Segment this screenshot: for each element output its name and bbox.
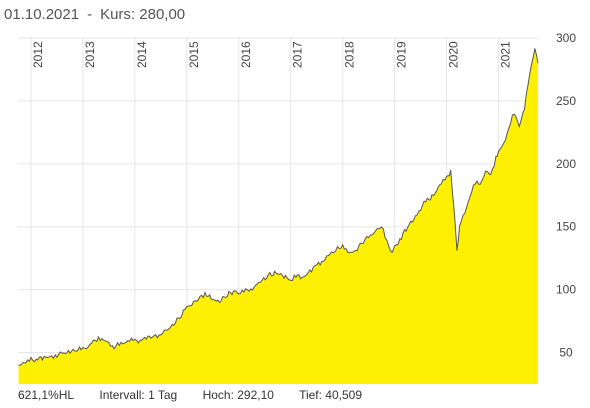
year-labels: 2012 2013 2014 2015 2016 2017 2018 2019 2020 2021	[31, 41, 513, 68]
chart-header: 01.10.2021- Kurs: 280,00	[4, 6, 185, 23]
y-tick-label: 100	[556, 283, 576, 297]
year-label-2016: 2016	[239, 41, 253, 68]
y-tick-label: 300	[556, 31, 576, 45]
performance-value: 621,1%HL	[18, 388, 75, 402]
chart-footer: 621,1%HL Intervall: 1 Tag Hoch: 292,10 T…	[18, 388, 384, 402]
y-tick-label: 50	[559, 346, 573, 360]
year-label-2018: 2018	[343, 41, 357, 68]
year-label-2020: 2020	[447, 41, 461, 68]
high-value: Hoch: 292,10	[202, 388, 274, 402]
quote-date: 01.10.2021	[4, 6, 80, 23]
low-value: Tief: 40,509	[299, 388, 363, 402]
year-label-2021: 2021	[499, 41, 513, 68]
year-label-2015: 2015	[187, 41, 201, 68]
interval-value: Intervall: 1 Tag	[99, 388, 178, 402]
y-tick-label: 250	[556, 94, 576, 108]
price-area-fill	[18, 48, 538, 384]
year-label-2017: 2017	[291, 41, 305, 68]
price-line	[18, 48, 539, 366]
year-label-2013: 2013	[83, 41, 97, 68]
price-label: Kurs: 280,00	[100, 6, 186, 23]
y-tick-label: 200	[556, 157, 576, 171]
y-tick-label: 150	[556, 220, 576, 234]
y-axis-ticks: 50 100 150 200 250 300	[556, 31, 576, 360]
year-label-2012: 2012	[31, 41, 45, 68]
header-separator: -	[87, 6, 93, 23]
year-label-2014: 2014	[135, 41, 149, 68]
year-label-2019: 2019	[395, 41, 409, 68]
